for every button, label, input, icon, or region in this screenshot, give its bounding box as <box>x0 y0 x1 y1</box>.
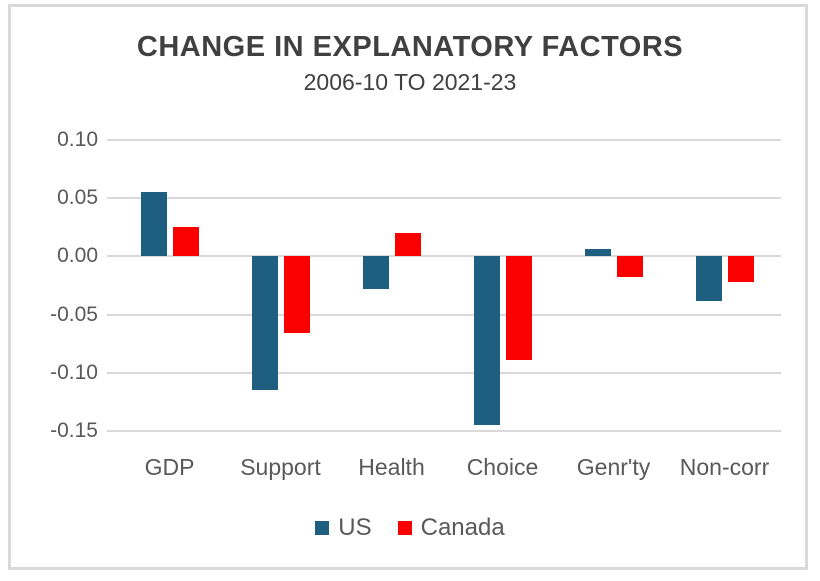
gridline--0.15 <box>107 430 781 432</box>
x-category-label-non-corr: Non-corr <box>679 454 770 480</box>
bar-canada-non-corr <box>727 256 754 282</box>
gridline-0.05 <box>107 197 781 200</box>
y-tick-label-0.10: 0.10 <box>57 128 98 151</box>
y-tick-label--0.10: -0.10 <box>50 360 98 384</box>
x-category-label-genr-ty: Genr'ty <box>576 454 651 480</box>
legend-item-us: US <box>315 514 372 542</box>
bar-canada-support <box>283 256 310 334</box>
bar-canada-choice <box>505 256 532 360</box>
legend-label-us: US <box>338 514 372 541</box>
chart-title: CHANGE IN EXPLANATORY FACTORS <box>136 31 684 63</box>
bar-us-non-corr <box>695 256 722 301</box>
legend-item-canada: Canada <box>397 514 505 542</box>
gridline-0.10 <box>107 139 781 141</box>
x-category-label-support: Support <box>240 454 321 480</box>
x-category-label-gdp: GDP <box>144 454 195 480</box>
bar-us-health <box>362 256 389 289</box>
bar-us-support <box>251 256 278 391</box>
bar-canada-gdp <box>172 227 199 257</box>
legend-label-canada: Canada <box>420 514 505 541</box>
x-category-label-choice: Choice <box>466 454 539 480</box>
bar-us-genr-ty <box>584 249 611 257</box>
chart-frame <box>8 4 808 570</box>
x-category-label-health: Health <box>358 454 425 480</box>
gridline--0.05 <box>107 313 781 316</box>
y-tick-label--0.15: -0.15 <box>50 419 98 442</box>
gridline-0.00 <box>107 255 781 258</box>
bar-canada-health <box>394 233 421 257</box>
y-tick-label-0.00: 0.00 <box>57 244 98 268</box>
bar-us-choice <box>473 256 500 426</box>
legend: US Canada <box>0 514 820 542</box>
legend-swatch-canada <box>397 521 412 535</box>
chart-subtitle: 2006-10 TO 2021-23 <box>303 69 517 95</box>
gridline--0.10 <box>107 371 781 374</box>
bar-us-gdp <box>140 192 167 257</box>
y-tick-label--0.05: -0.05 <box>50 302 98 326</box>
y-tick-label-0.05: 0.05 <box>57 186 98 210</box>
legend-swatch-us <box>315 521 330 535</box>
bar-canada-genr-ty <box>616 256 643 278</box>
